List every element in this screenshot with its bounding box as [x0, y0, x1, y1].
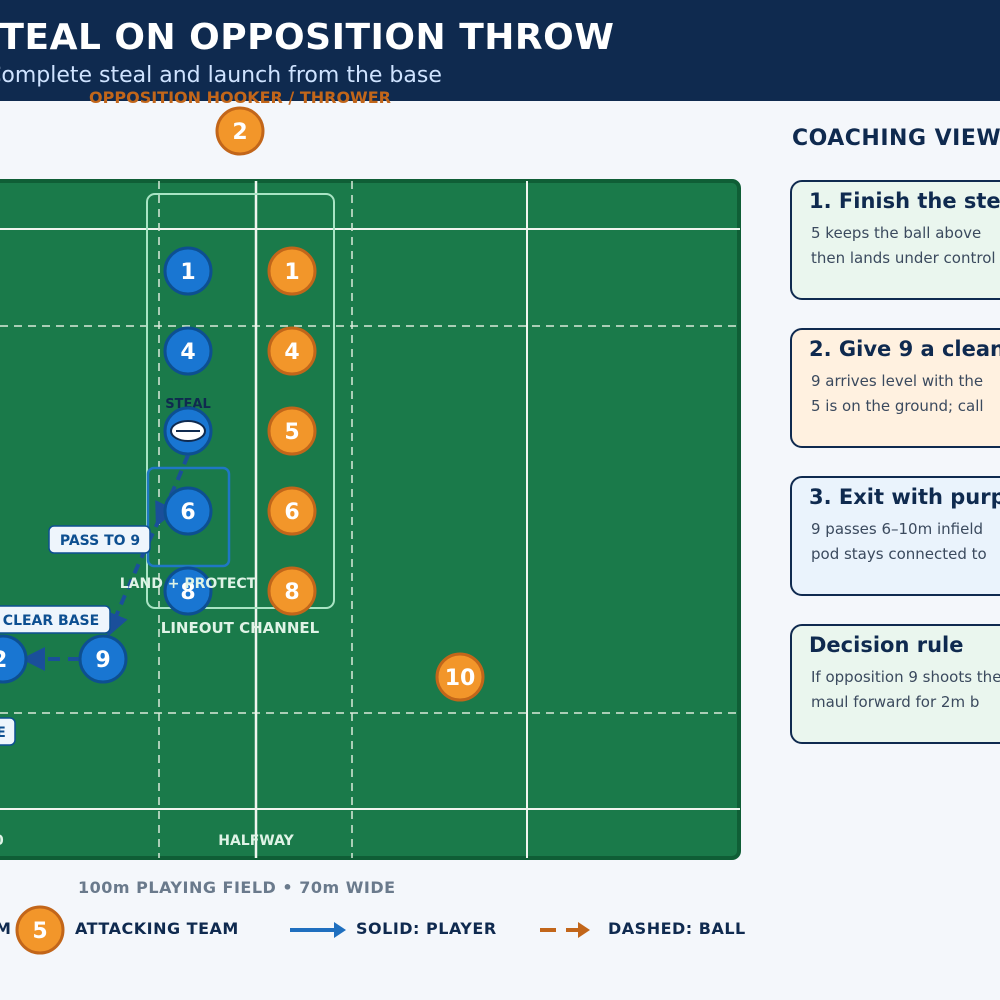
left-line-label: 0: [0, 833, 4, 849]
card-line: 5 keeps the ball above: [811, 224, 982, 242]
attacker-5: 5: [267, 406, 317, 456]
defender-4: 4: [163, 326, 213, 376]
svg-text:8: 8: [180, 580, 195, 605]
card-body: 5 keeps the ball above then lands under …: [811, 221, 996, 271]
legend-attacking-marker: 5: [15, 905, 65, 955]
attacker-8: 8: [267, 566, 317, 616]
svg-text:4: 4: [180, 340, 195, 365]
svg-text:PASS TO 9: PASS TO 9: [60, 533, 140, 549]
card-line: pod stays connected to: [811, 545, 987, 563]
defender-1: 1: [163, 246, 213, 296]
coaching-card-3: 3. Exit with purpose 9 passes 6–10m infi…: [790, 476, 1000, 596]
defender-stealer: [163, 406, 213, 456]
lineout-channel: [146, 193, 335, 609]
edge-tag: E: [0, 717, 16, 746]
opposition-label: OPPOSITION HOOKER / THROWER: [89, 88, 391, 107]
svg-text:CLEAR BASE: CLEAR BASE: [3, 613, 99, 629]
defender-12: 12: [0, 634, 28, 684]
card-title: 2. Give 9 a clean ball: [809, 337, 1000, 361]
svg-text:2: 2: [232, 120, 247, 145]
land-protect-box: [146, 466, 231, 568]
card-line: 9 arrives level with the: [811, 372, 984, 390]
coaching-card-1: 1. Finish the steal 5 keeps the ball abo…: [790, 180, 1000, 300]
defender-9: 9: [78, 634, 128, 684]
field-dimensions-note: 100m PLAYING FIELD • 70m WIDE: [78, 878, 396, 897]
pass-to-9-arrow: [105, 517, 162, 638]
svg-text:12: 12: [0, 648, 7, 673]
legend-dashed-label: DASHED: BALL: [608, 919, 746, 938]
ball-icon: [170, 420, 206, 442]
coaching-heading: COACHING VIEW: [792, 126, 1000, 151]
land-protect-label: LAND + PROTECT: [120, 576, 257, 592]
defender-8: 8: [163, 566, 213, 616]
attacker-1: 1: [267, 246, 317, 296]
svg-text:1: 1: [284, 260, 299, 285]
legend-defending-fragment: M: [0, 919, 12, 938]
page-title: STEAL ON OPPOSITION THROW: [0, 17, 615, 58]
page-subtitle: Complete steal and launch from the base: [0, 63, 442, 88]
defender-6: 6: [163, 486, 213, 536]
attacker-4: 4: [267, 326, 317, 376]
pass-to-9-tag: PASS TO 9: [48, 525, 151, 554]
legend-attacking-label: ATTACKING TEAM: [75, 919, 239, 938]
svg-text:6: 6: [180, 500, 195, 525]
card-line: 5 is on the ground; call: [811, 397, 984, 415]
header-banner: STEAL ON OPPOSITION THROW Complete steal…: [0, 0, 1000, 101]
coaching-card-4: Decision rule If opposition 9 shoots the…: [790, 624, 1000, 744]
svg-text:5: 5: [284, 420, 299, 445]
svg-text:6: 6: [284, 500, 299, 525]
pitch: [0, 179, 741, 860]
card-line: then lands under control: [811, 249, 996, 267]
attacker-6: 6: [267, 486, 317, 536]
card-title: 1. Finish the steal: [809, 189, 1000, 213]
card-line: maul forward for 2m b: [811, 693, 980, 711]
coaching-card-2: 2. Give 9 a clean ball 9 arrives level w…: [790, 328, 1000, 448]
clear-base-tag: CLEAR BASE: [0, 605, 111, 634]
legend-solid-arrow: [290, 922, 346, 938]
svg-text:10: 10: [445, 666, 476, 691]
legend-dashed-arrow: [540, 922, 590, 938]
attacker-hooker: 2: [215, 106, 265, 156]
attacker-10: 10: [435, 652, 485, 702]
card-body: 9 passes 6–10m infield pod stays connect…: [811, 517, 987, 567]
svg-text:E: E: [0, 725, 6, 741]
svg-text:9: 9: [95, 648, 110, 673]
svg-text:5: 5: [32, 919, 47, 944]
steal-label: STEAL: [165, 397, 210, 412]
card-line: If opposition 9 shoots the: [811, 668, 1000, 686]
card-body: 9 arrives level with the 5 is on the gro…: [811, 369, 984, 419]
card-body: If opposition 9 shoots the maul forward …: [811, 665, 1000, 715]
svg-text:1: 1: [180, 260, 195, 285]
svg-text:4: 4: [284, 340, 299, 365]
svg-text:8: 8: [284, 580, 299, 605]
channel-label: LINEOUT CHANNEL: [161, 619, 320, 637]
card-title: 3. Exit with purpose: [809, 485, 1000, 509]
halfway-label: HALFWAY: [218, 833, 294, 849]
card-title: Decision rule: [809, 633, 964, 657]
legend-solid-label: SOLID: PLAYER: [356, 919, 497, 938]
card-line: 9 passes 6–10m infield: [811, 520, 984, 538]
